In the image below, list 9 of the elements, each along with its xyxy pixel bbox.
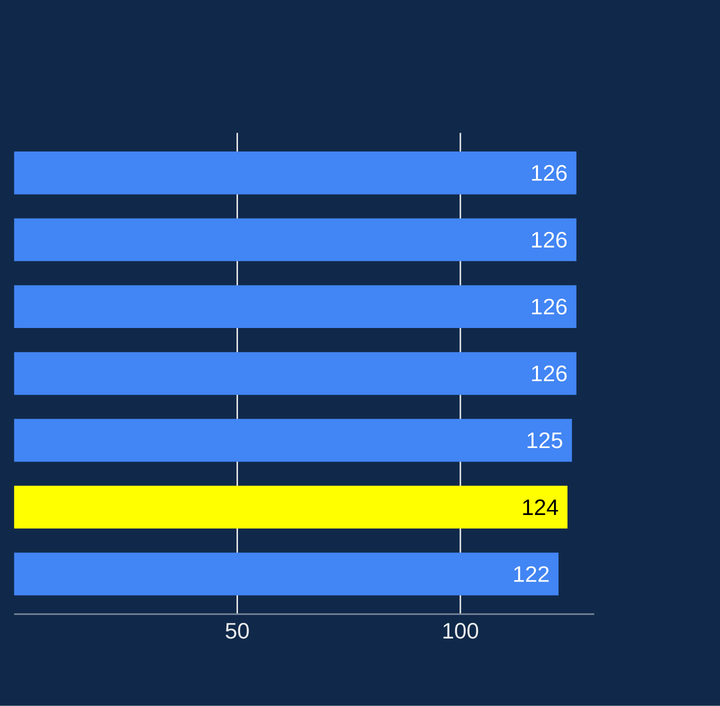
x-tick-label: 100 xyxy=(443,622,478,639)
data-label: 126 xyxy=(532,366,567,382)
data-label: 122 xyxy=(514,566,549,582)
data-label: 126 xyxy=(532,165,567,181)
data-label: 125 xyxy=(528,432,562,448)
data-label: 126 xyxy=(532,298,567,315)
data-label: 126 xyxy=(532,232,567,248)
x-tick-label: 50 xyxy=(226,622,249,639)
data-label: 124 xyxy=(523,499,558,516)
